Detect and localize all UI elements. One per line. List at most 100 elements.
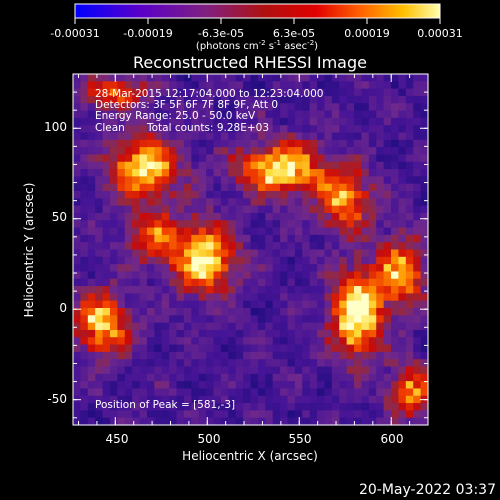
heatmap-cell <box>198 176 207 185</box>
heatmap-cell <box>324 249 333 258</box>
heatmap-cell <box>294 293 303 302</box>
heatmap-cell <box>331 132 340 141</box>
colorbar-tick-label: 6.3e-05 <box>273 27 315 40</box>
heatmap-cell <box>398 154 407 163</box>
heatmap-cell <box>391 176 400 185</box>
heatmap-cell <box>95 315 104 324</box>
heatmap-cell <box>161 212 170 221</box>
heatmap-cell <box>228 103 237 112</box>
heatmap-cell <box>272 395 281 404</box>
heatmap-cell <box>139 110 148 119</box>
heatmap-cell <box>302 366 311 375</box>
heatmap-cell <box>161 81 170 90</box>
heatmap-cell <box>265 249 274 258</box>
heatmap-cell <box>398 344 407 353</box>
heatmap-cell <box>243 234 252 243</box>
heatmap-cell <box>413 191 422 199</box>
heatmap-cell <box>272 256 281 265</box>
heatmap-cell <box>80 337 89 346</box>
heatmap-cell <box>154 103 163 112</box>
heatmap-cell <box>376 337 385 346</box>
heatmap-cell <box>87 74 96 82</box>
heatmap-cell <box>176 315 185 324</box>
heatmap-cell <box>331 125 340 134</box>
heatmap-cell <box>413 205 422 214</box>
heatmap-cell <box>213 410 222 419</box>
heatmap-cell <box>80 103 89 112</box>
heatmap-cell <box>346 161 355 170</box>
heatmap-cell <box>250 315 259 324</box>
heatmap-cell <box>257 88 266 97</box>
heatmap-cell <box>161 132 170 141</box>
heatmap-cell <box>176 242 185 251</box>
heatmap-cell <box>235 249 244 258</box>
heatmap-cell <box>376 373 385 382</box>
heatmap-cell <box>346 147 355 156</box>
heatmap-cell <box>117 293 126 302</box>
heatmap-cell <box>169 220 178 229</box>
heatmap-cell <box>294 176 303 185</box>
heatmap-cell <box>405 271 414 280</box>
heatmap-cell <box>280 315 289 324</box>
heatmap-cell <box>257 154 266 163</box>
heatmap-cell <box>368 271 377 280</box>
heatmap-cell <box>139 278 148 287</box>
heatmap-cell <box>287 403 296 411</box>
heatmap-cell <box>243 242 252 251</box>
heatmap-cell <box>265 147 274 156</box>
heatmap-cell <box>235 110 244 119</box>
heatmap-cell <box>361 351 370 360</box>
heatmap-cell <box>250 256 259 265</box>
heatmap-cell <box>102 403 111 411</box>
heatmap-cell <box>228 191 237 199</box>
heatmap-cell <box>146 88 155 97</box>
heatmap-cell <box>354 329 363 338</box>
heatmap-cell <box>398 373 407 382</box>
heatmap-cell <box>302 88 311 97</box>
heatmap-cell <box>413 161 422 170</box>
heatmap-cell <box>376 388 385 397</box>
heatmap-cell <box>317 110 326 119</box>
heatmap-cell <box>220 169 229 177</box>
heatmap-cell <box>176 132 185 141</box>
heatmap-cell <box>198 242 207 251</box>
heatmap-cell <box>354 322 363 331</box>
heatmap-cell <box>391 74 400 82</box>
heatmap-cell <box>331 395 340 404</box>
heatmap-cell <box>169 132 178 141</box>
heatmap-cell <box>420 271 429 280</box>
heatmap-cell <box>250 249 259 258</box>
heatmap-cell <box>346 242 355 251</box>
heatmap-cell <box>73 147 81 156</box>
heatmap-cell <box>257 351 266 360</box>
heatmap-cell <box>243 103 252 112</box>
heatmap-cell <box>302 132 311 141</box>
heatmap-cell <box>265 359 274 368</box>
heatmap-cell <box>80 212 89 221</box>
heatmap-cell <box>391 366 400 375</box>
heatmap-cell <box>317 264 326 273</box>
heatmap-cell <box>257 322 266 331</box>
heatmap-cell <box>206 373 215 382</box>
heatmap-cell <box>272 147 281 156</box>
heatmap-cell <box>361 403 370 411</box>
heatmap-cell <box>354 220 363 229</box>
heatmap-cell <box>280 183 289 192</box>
heatmap-cell <box>324 300 333 309</box>
heatmap-cell <box>287 74 296 82</box>
heatmap-cell <box>132 191 141 199</box>
heatmap-cell <box>339 286 348 294</box>
heatmap-cell <box>294 147 303 156</box>
heatmap-cell <box>339 212 348 221</box>
heatmap-cell <box>117 410 126 419</box>
heatmap-cell <box>235 403 244 411</box>
heatmap-cell <box>206 220 215 229</box>
heatmap-cell <box>391 264 400 273</box>
heatmap-cell <box>169 373 178 382</box>
heatmap-cell <box>146 300 155 309</box>
heatmap-cell <box>354 81 363 90</box>
heatmap-cell <box>398 315 407 324</box>
heatmap-cell <box>146 103 155 112</box>
heatmap-cell <box>154 176 163 185</box>
heatmap-cell <box>198 256 207 265</box>
